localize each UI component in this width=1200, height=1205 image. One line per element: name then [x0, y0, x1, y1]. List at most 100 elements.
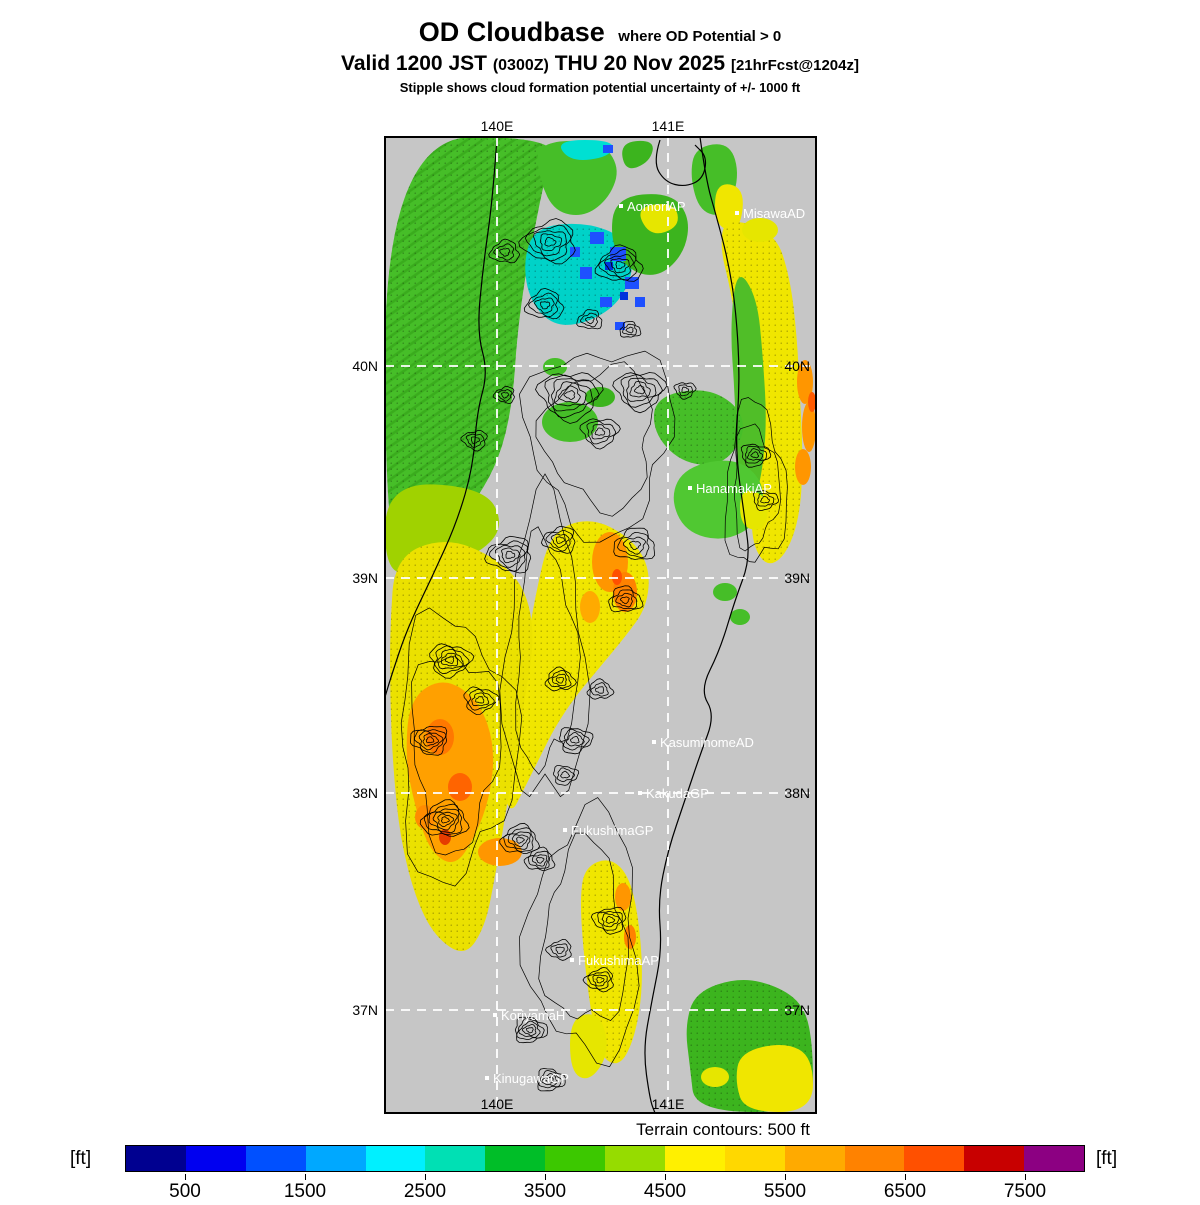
cloudbase-region-se-yellow [736, 1045, 813, 1112]
lat-label-right: 40N [784, 358, 810, 374]
cloudbase-spot [701, 1067, 729, 1087]
forecast-tag: [21hrFcst@1204z] [730, 56, 859, 74]
colorbar-segment [964, 1146, 1025, 1171]
station-dot [485, 1076, 489, 1080]
station-dot [619, 204, 623, 208]
lat-label-left: 39N [352, 570, 378, 586]
station-dot [735, 211, 739, 215]
lat-label-left: 37N [352, 1002, 378, 1018]
cloudbase-spot [797, 360, 813, 404]
colorbar-segment [126, 1146, 186, 1171]
terrain-contours [385, 137, 788, 1113]
cloudbase-region-top-green-1 [537, 140, 617, 215]
lon-label-top: 141E [652, 118, 685, 134]
cloudbase-spot [730, 609, 750, 625]
station-label: FukushimaGP [571, 823, 653, 838]
cloudbase-pixel [600, 297, 612, 307]
coastline [644, 137, 749, 1113]
lon-label-top: 140E [481, 118, 514, 134]
valid-utc: (0300Z) [492, 56, 549, 74]
gridlines [385, 137, 816, 1113]
title-qualifier: where OD Potential > 0 [618, 28, 782, 45]
cloudbase-spot [426, 719, 454, 755]
station-label: HanamakiAP [696, 481, 772, 496]
colorbar-segment [365, 1146, 426, 1171]
cloudbase-spot [612, 569, 622, 585]
station-dot [493, 1013, 497, 1017]
cloudbase-spot [742, 218, 778, 242]
colorbar-segment [245, 1146, 306, 1171]
stipple-note: Stipple shows cloud formation potential … [399, 79, 801, 95]
coastline [385, 137, 498, 698]
grid-labels-outer: 140E 141E 40N 39N 38N 37N [352, 118, 684, 1018]
cloudbase-spot [543, 358, 567, 376]
colorbar-segment [1024, 1146, 1084, 1171]
cloudbase-region-ne-yellow [715, 184, 743, 230]
colorbar [125, 1145, 1085, 1172]
cloudbase-spot [542, 402, 598, 442]
colorbar-unit-left: [ft] [70, 1148, 92, 1169]
station-dot [688, 486, 692, 490]
stations: AomoriAP MisawaAD HanamakiAP KasuminomeAD Ka… [485, 199, 805, 1086]
map-content: 140E 141E 40N 39N 38N 37N AomoriAP MisawaAD Hana… [385, 137, 816, 1113]
header: OD Cloudbase where OD Potential > 0 Vali… [0, 16, 1200, 95]
cloudbase-spot [713, 583, 737, 601]
cloudbase-pixel [620, 292, 628, 300]
valid-prefix: Valid 1200 JST [341, 51, 487, 75]
valid-line: Valid 1200 JST (0300Z) THU 20 Nov 2025 [… [0, 51, 1200, 77]
cloudbase-pixel [603, 145, 613, 153]
cloudbase-region-south-yellow-tail [570, 1014, 607, 1079]
cloudbase-spot [478, 838, 522, 866]
colorbar-segment [485, 1146, 546, 1171]
cloudbase-spot [808, 392, 816, 412]
cloudbase-spot [585, 387, 615, 407]
cloudbase-pixel [590, 232, 604, 244]
colorbar-segment [185, 1146, 246, 1171]
colorbar-segment [664, 1146, 725, 1171]
cloudbase-region-top-green-2 [622, 140, 653, 169]
station-dot [570, 958, 574, 962]
station-dot [638, 791, 642, 795]
cloudbase-pixel [580, 267, 592, 279]
cloudbase-spot [580, 591, 600, 623]
cloudbase-pixel [605, 262, 613, 270]
colorbar-segment [784, 1146, 845, 1171]
station-dot [563, 828, 567, 832]
station-label: KakudaGP [646, 786, 709, 801]
lat-label-right: 37N [784, 1002, 810, 1018]
station-label: AomoriAP [627, 199, 686, 214]
cloudbase-pixel [635, 297, 645, 307]
map-frame [384, 136, 817, 1114]
colorbar-segment [605, 1146, 665, 1171]
lat-label-right: 38N [784, 785, 810, 801]
lat-label-left: 38N [352, 785, 378, 801]
lon-label-bottom: 141E [652, 1096, 685, 1112]
cloudbase-pixel [615, 322, 625, 330]
station-label: FukushimaAP [578, 953, 659, 968]
colorbar-segment [844, 1146, 905, 1171]
cloudbase-region-hanamaki-green-2 [673, 460, 763, 539]
grid-labels-inner: 140E 141E 40N 39N 38N 37N [481, 358, 810, 1112]
colorbar-segment [724, 1146, 785, 1171]
station-label: KoriyamaH [501, 1008, 565, 1023]
station-label: KasuminomeAD [660, 735, 754, 750]
colorbar-segment [904, 1146, 965, 1171]
lat-label-left: 40N [352, 358, 378, 374]
colorbar-segment [545, 1146, 605, 1171]
colorbar-segment [305, 1146, 366, 1171]
cloudbase-region-top-cyan [561, 140, 613, 160]
station-dot [652, 740, 656, 744]
station-label: KinugawaGP [493, 1071, 569, 1086]
cloudbase-spot [795, 449, 811, 485]
terrain-note: Terrain contours: 500 ft [636, 1120, 810, 1139]
colorbar-segment [425, 1146, 486, 1171]
cloudbase-pixel [610, 247, 626, 261]
cloudbase-pixel [570, 247, 580, 257]
cloudbase-spot [448, 773, 472, 801]
station-label: MisawaAD [743, 206, 805, 221]
valid-date: THU 20 Nov 2025 [554, 51, 726, 75]
coastline [655, 139, 707, 187]
cloudbase-pixel [625, 277, 639, 289]
